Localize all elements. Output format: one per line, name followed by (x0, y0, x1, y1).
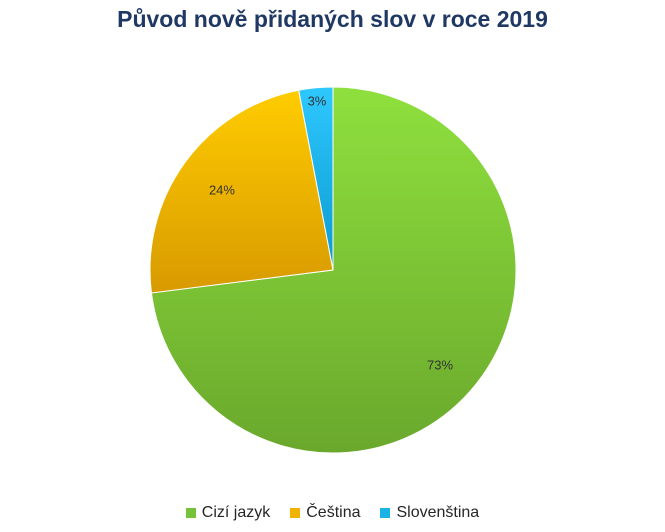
data-label-slovenstina: 3% (308, 94, 327, 109)
pie-slice-cestina (149, 89, 334, 294)
legend-label-cestina: Čeština (306, 504, 361, 521)
data-label-cizi-jazyk: 73% (427, 357, 453, 372)
data-label-cestina: 24% (209, 182, 235, 197)
legend-item-cizi-jazyk: Cizí jazyk (185, 504, 271, 522)
chart-title: Původ nově přidaných slov v roce 2019 (117, 6, 548, 32)
legend-label-cizi-jazyk: Cizí jazyk (201, 504, 271, 521)
legend-swatch-slovenstina (380, 508, 391, 518)
legend-label-slovenstina: Slovenština (396, 504, 480, 521)
legend-item-cestina: Čeština (290, 504, 360, 522)
chart-legend: Cizí jazyk Čeština Slovenština (0, 504, 665, 522)
pie-slice-slovenstina (298, 86, 334, 271)
pie-slice-cizi-jazyk (150, 86, 517, 454)
legend-swatch-cestina (290, 508, 301, 518)
legend-swatch-cizi-jazyk (185, 508, 196, 518)
legend-item-slovenstina: Slovenština (380, 504, 479, 522)
